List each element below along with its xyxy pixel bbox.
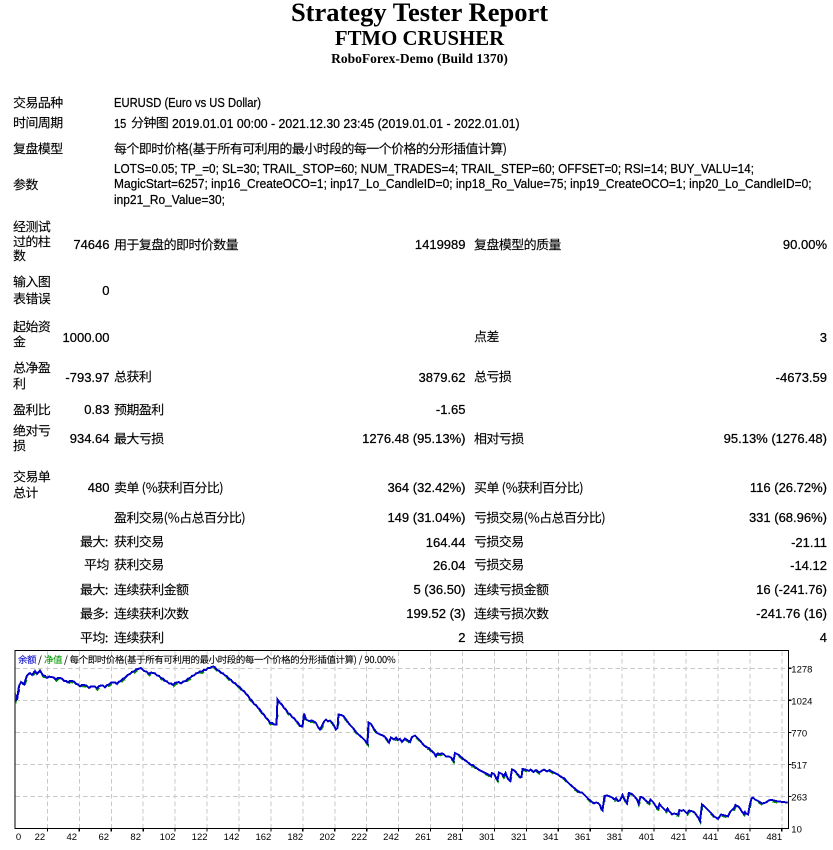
svg-text:401: 401 [639,832,655,843]
svg-text:441: 441 [702,832,718,843]
svg-text:381: 381 [607,832,623,843]
svg-text:321: 321 [511,832,527,843]
svg-text:1278: 1278 [791,664,812,675]
svg-text:222: 222 [351,832,367,843]
svg-text:361: 361 [575,832,591,843]
svg-text:182: 182 [287,832,303,843]
svg-text:122: 122 [192,832,208,843]
svg-text:82: 82 [130,832,141,843]
svg-text:281: 281 [447,832,463,843]
svg-text:10: 10 [791,824,802,835]
svg-text:22: 22 [35,832,46,843]
svg-text:102: 102 [160,832,176,843]
svg-text:162: 162 [255,832,271,843]
svg-text:770: 770 [791,728,807,739]
svg-text:481: 481 [766,832,782,843]
svg-text:202: 202 [319,832,335,843]
svg-text:242: 242 [383,832,399,843]
svg-text:62: 62 [99,832,110,843]
svg-text:142: 142 [224,832,240,843]
svg-text:42: 42 [67,832,78,843]
svg-text:301: 301 [479,832,495,843]
svg-text:341: 341 [543,832,559,843]
svg-text:263: 263 [791,793,807,804]
svg-text:0: 0 [16,832,21,843]
svg-text:517: 517 [791,760,807,771]
svg-text:261: 261 [415,832,431,843]
svg-text:1024: 1024 [791,696,812,707]
svg-text:461: 461 [734,832,750,843]
svg-text:421: 421 [671,832,687,843]
